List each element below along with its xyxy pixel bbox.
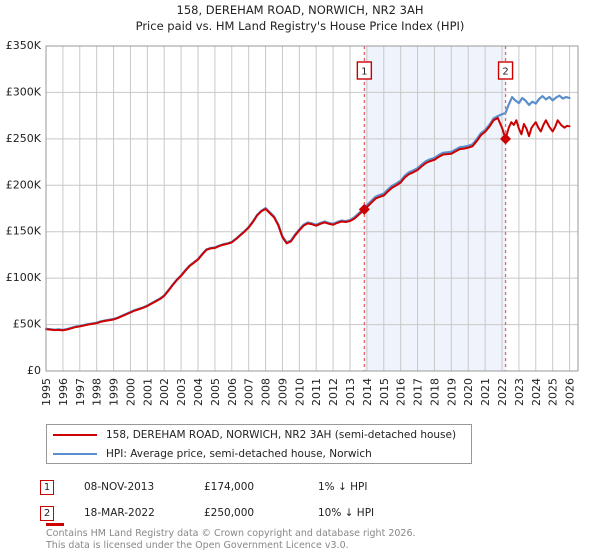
y-axis-tick-label: £50K <box>13 318 42 331</box>
sale-callout-label-1: 1 <box>361 67 367 78</box>
legend-swatch-red-icon <box>53 433 97 436</box>
x-axis-tick-label: 2008 <box>260 378 273 406</box>
x-axis-tick-label: 2011 <box>310 378 323 406</box>
x-axis-tick-label: 2005 <box>209 378 222 406</box>
x-axis-tick-label: 1996 <box>57 378 70 406</box>
x-axis-tick-label: 2021 <box>479 378 492 406</box>
plot-border <box>45 45 579 372</box>
x-axis-tick-label: 2018 <box>428 378 441 406</box>
y-axis-tick-label: £300K <box>6 85 42 98</box>
sale-hpi-delta-1: 1% ↓ HPI <box>318 481 368 493</box>
footer-attribution: Contains HM Land Registry data © Crown c… <box>46 528 586 551</box>
sales-table: 1 08-NOV-2013 £174,000 1% ↓ HPI 2 18-MAR… <box>40 474 470 526</box>
sale-callout-box-2 <box>497 61 514 80</box>
x-axis-tick-label: 2023 <box>513 378 526 406</box>
x-axis-tick-label: 1998 <box>91 378 104 406</box>
sale-marker-number-1: 1 <box>40 479 54 495</box>
x-axis-tick-label: 2013 <box>344 378 357 406</box>
x-axis-tick-label: 2015 <box>378 378 391 406</box>
x-axis-tick-label: 2014 <box>361 378 374 406</box>
x-axis-tick-label: 2004 <box>192 378 205 406</box>
table-row: 2 18-MAR-2022 £250,000 10% ↓ HPI <box>40 500 470 526</box>
x-axis-tick-label: 2010 <box>293 378 306 406</box>
legend-label-hpi: HPI: Average price, semi-detached house,… <box>106 447 372 460</box>
x-axis-tick-label: 1999 <box>108 378 121 406</box>
sale-point-marker <box>358 203 370 215</box>
x-axis-tick-label: 2006 <box>226 378 239 406</box>
y-axis-tick-label: £350K <box>6 39 42 52</box>
sale-date-1: 08-NOV-2013 <box>84 481 155 493</box>
sale-callout-box-1 <box>356 61 373 80</box>
table-row: 1 08-NOV-2013 £174,000 1% ↓ HPI <box>40 474 470 500</box>
y-axis-tick-label: £100K <box>6 271 42 284</box>
footer-licence-line: This data is licensed under the Open Gov… <box>46 539 349 551</box>
y-axis-tick-label: £0 <box>27 364 41 377</box>
x-axis-tick-label: 2025 <box>547 378 560 406</box>
x-axis-tick-label: 2012 <box>327 378 340 406</box>
x-axis-tick-label: 2000 <box>124 378 137 406</box>
sale-callout-label-2: 2 <box>502 67 508 78</box>
legend-label-property: 158, DEREHAM ROAD, NORWICH, NR2 3AH (sem… <box>106 428 457 441</box>
chart-plot-area: £0 £50K £100K £150K £200K £250K £300K £350K 1995… <box>6 39 579 406</box>
page-subtitle: Price paid vs. HM Land Registry's House … <box>135 19 465 33</box>
x-axis-tick-label: 2016 <box>395 378 408 406</box>
x-axis-tick-label: 2019 <box>445 378 458 406</box>
legend-swatch-blue-icon <box>53 452 97 455</box>
x-axis-tick-label: 2002 <box>158 378 171 406</box>
chart-legend: 158, DEREHAM ROAD, NORWICH, NR2 3AH (sem… <box>46 424 472 464</box>
sale-point-marker <box>500 133 512 145</box>
x-axis-tick-label: 2007 <box>243 378 256 406</box>
footer-copyright-line: Contains HM Land Registry data © Crown c… <box>46 528 416 539</box>
footer-accent-bar <box>46 523 64 526</box>
y-axis-tick-label: £200K <box>6 178 42 191</box>
x-axis-tick-label: 1997 <box>74 378 87 406</box>
x-axis-tick-label: 2009 <box>276 378 289 406</box>
legend-item-property: 158, DEREHAM ROAD, NORWICH, NR2 3AH (sem… <box>47 425 471 444</box>
sale-hpi-delta-2: 10% ↓ HPI <box>318 507 375 519</box>
x-axis-tick-label: 2024 <box>530 378 543 406</box>
x-axis-tick-label: 2020 <box>462 378 475 406</box>
property-series-line <box>45 116 571 332</box>
x-axis-tick-label: 2017 <box>412 378 425 406</box>
chart-title-block: 158, DEREHAM ROAD, NORWICH, NR2 3AH Pric… <box>0 2 600 34</box>
x-axis-tick-label: 2003 <box>175 378 188 406</box>
sale-marker-number-2: 2 <box>40 505 54 521</box>
x-axis-tick-label: 2026 <box>564 378 577 406</box>
sale-price-2: £250,000 <box>204 507 255 519</box>
y-axis-tick-label: £250K <box>6 132 42 145</box>
page-title: 158, DEREHAM ROAD, NORWICH, NR2 3AH <box>176 3 424 17</box>
sale-date-2: 18-MAR-2022 <box>84 507 155 519</box>
ownership-period-shading <box>364 46 506 371</box>
x-axis-tick-label: 2022 <box>496 378 509 406</box>
x-axis-tick-label: 2001 <box>141 378 154 406</box>
legend-item-hpi: HPI: Average price, semi-detached house,… <box>47 444 471 463</box>
x-axis-tick-label: 1995 <box>40 378 53 406</box>
sale-price-1: £174,000 <box>204 481 255 493</box>
y-axis-tick-label: £150K <box>6 225 42 238</box>
